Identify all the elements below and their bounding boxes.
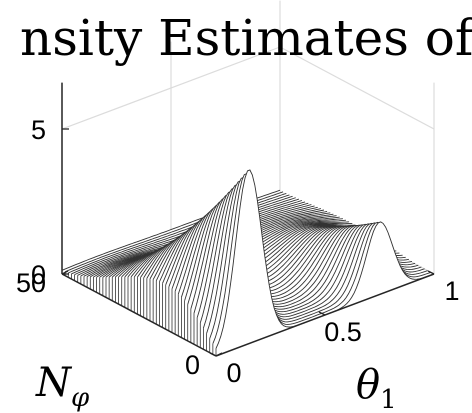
z-tick-label: 5 <box>31 115 46 145</box>
x-tick <box>318 311 326 316</box>
x-tick <box>427 270 435 275</box>
x-axis-label: θ1 <box>356 362 397 413</box>
x-tick-label: 0.5 <box>324 317 362 347</box>
density-curves <box>61 169 435 356</box>
y-tick-label: 50 <box>16 268 46 298</box>
grid-line <box>279 46 435 130</box>
x-tick-label: 0 <box>226 358 241 388</box>
density-curve-fill <box>216 170 434 356</box>
chart-title: nsity Estimates of πn <box>20 9 472 73</box>
x-tick-label: 1 <box>444 276 459 306</box>
y-tick <box>215 352 223 357</box>
y-axis <box>61 273 217 357</box>
y-axis-label: Nφ <box>35 360 90 413</box>
y-tick-label: 0 <box>185 350 200 380</box>
x-tick <box>209 352 217 357</box>
z-tick-label: 0 <box>31 260 46 290</box>
